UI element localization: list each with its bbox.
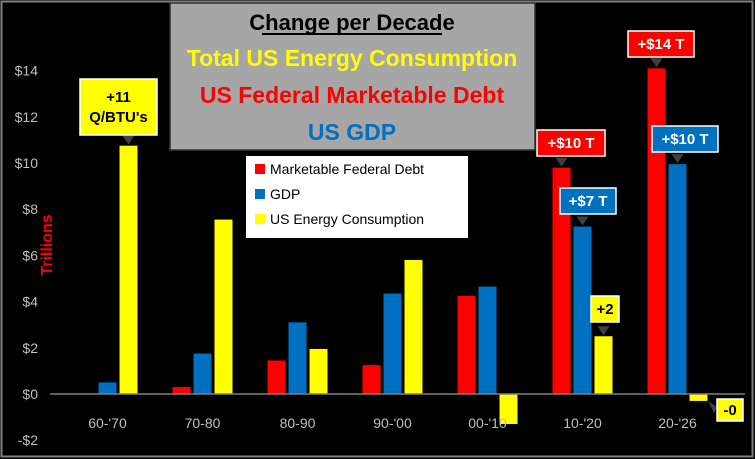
category-label: 90-'00 bbox=[373, 415, 412, 431]
callout-label: +$10 T bbox=[661, 131, 708, 148]
y-tick-label: $2 bbox=[22, 340, 38, 356]
callout-pointer bbox=[576, 216, 589, 226]
legend-swatch bbox=[255, 214, 265, 224]
bar-us-energy-consumption bbox=[404, 260, 423, 394]
bar-us-energy-consumption bbox=[594, 336, 613, 394]
callout-box bbox=[536, 129, 606, 157]
callout-pointer bbox=[671, 154, 684, 164]
callout: +$10 T bbox=[536, 129, 606, 167]
callout: +$14 T bbox=[627, 30, 695, 68]
title-box-bg bbox=[169, 2, 536, 151]
legend-entry: US Energy Consumption bbox=[270, 211, 424, 227]
callouts: +11 Q/BTU's +$10 T +$7 T +2 +$14 T +$10 T -0 bbox=[79, 30, 744, 422]
legend-box bbox=[246, 156, 468, 238]
y-axis-label-qbtu: Q/BTU bbox=[67, 187, 84, 237]
category-label: 00-'10 bbox=[468, 415, 507, 431]
bar-gdp bbox=[193, 353, 212, 394]
bar-us-energy-consumption bbox=[119, 145, 138, 394]
callout-label: Q/BTU's bbox=[89, 109, 148, 126]
y-tick-label: $4 bbox=[22, 294, 38, 310]
category-label: 10-'20 bbox=[563, 415, 602, 431]
callout: -0 bbox=[708, 398, 744, 422]
callout-label: +2 bbox=[596, 301, 613, 318]
callout-label: +$10 T bbox=[547, 135, 594, 152]
legend-entry: Marketable Federal Debt bbox=[270, 161, 424, 177]
bar-gdp bbox=[98, 382, 117, 394]
y-tick-label: -$2 bbox=[18, 432, 38, 448]
y-tick-label: $8 bbox=[22, 201, 38, 217]
legend-swatch bbox=[255, 164, 265, 174]
callout-box bbox=[79, 78, 158, 136]
callout: +$10 T bbox=[651, 125, 719, 164]
callout: +11 Q/BTU's bbox=[79, 78, 158, 145]
category-label: 20-'26 bbox=[658, 415, 697, 431]
title-line-gdp: US GDP bbox=[308, 119, 396, 145]
category-label: 60-'70 bbox=[88, 415, 127, 431]
callout: +2 bbox=[590, 295, 620, 336]
legend-swatch bbox=[255, 189, 265, 199]
bars-layer bbox=[98, 68, 708, 425]
callout-pointer bbox=[555, 157, 568, 167]
y-tick-label: $10 bbox=[15, 155, 39, 171]
callout-label: +$7 T bbox=[569, 193, 608, 210]
callout-label: -0 bbox=[723, 402, 736, 419]
axis-layer: -$2 $0 $2 $4 $6 $8 $10 $12 $14 60-'70 70-80 80-90 90… bbox=[15, 63, 745, 448]
bar-marketable-federal-debt bbox=[267, 360, 286, 394]
y-axis-label-trillions: Trillions bbox=[39, 214, 56, 275]
category-label: 70-80 bbox=[185, 415, 221, 431]
bar-gdp bbox=[383, 293, 402, 394]
callout-box bbox=[627, 30, 695, 58]
bar-marketable-federal-debt bbox=[457, 295, 476, 394]
callout-box bbox=[559, 187, 617, 215]
callout-box bbox=[590, 295, 620, 323]
title-box: Change per Decade Total US Energy Consum… bbox=[169, 2, 536, 151]
callout-box bbox=[651, 125, 719, 153]
bar-us-energy-consumption bbox=[689, 394, 708, 401]
bar-marketable-federal-debt bbox=[172, 387, 191, 394]
y-tick-label: $0 bbox=[22, 386, 38, 402]
title-line-debt: US Federal Marketable Debt bbox=[200, 82, 505, 108]
y-tick-label: $14 bbox=[15, 63, 39, 79]
bar-gdp bbox=[668, 164, 687, 394]
callout-label: +11 bbox=[106, 89, 131, 106]
bar-gdp bbox=[288, 322, 307, 394]
bar-gdp bbox=[573, 226, 592, 394]
bar-us-energy-consumption bbox=[214, 219, 233, 394]
bar-us-energy-consumption bbox=[309, 348, 328, 394]
chart-title: Change per Decade bbox=[249, 10, 454, 35]
title-line-energy: Total US Energy Consumption bbox=[187, 45, 518, 71]
callout-pointer bbox=[597, 326, 610, 336]
y-tick-label: $6 bbox=[22, 247, 38, 263]
callout: +$7 T bbox=[559, 187, 617, 226]
bar-gdp bbox=[478, 286, 497, 394]
bar-marketable-federal-debt bbox=[647, 68, 666, 394]
bar-marketable-federal-debt bbox=[362, 365, 381, 394]
bar-marketable-federal-debt bbox=[552, 167, 571, 394]
legend: Marketable Federal Debt GDP US Energy Cons… bbox=[246, 156, 468, 238]
y-tick-label: $12 bbox=[15, 109, 39, 125]
y-axis-labels: Trillions Q/BTU bbox=[39, 187, 84, 276]
callout-pointer bbox=[650, 58, 663, 68]
legend-entry: GDP bbox=[270, 186, 300, 202]
callout-pointer bbox=[708, 401, 717, 413]
callout-box bbox=[716, 398, 744, 422]
callout-label: +$14 T bbox=[637, 36, 684, 53]
bar-us-energy-consumption bbox=[499, 394, 518, 425]
callout-pointer bbox=[122, 135, 135, 145]
category-label: 80-90 bbox=[280, 415, 316, 431]
